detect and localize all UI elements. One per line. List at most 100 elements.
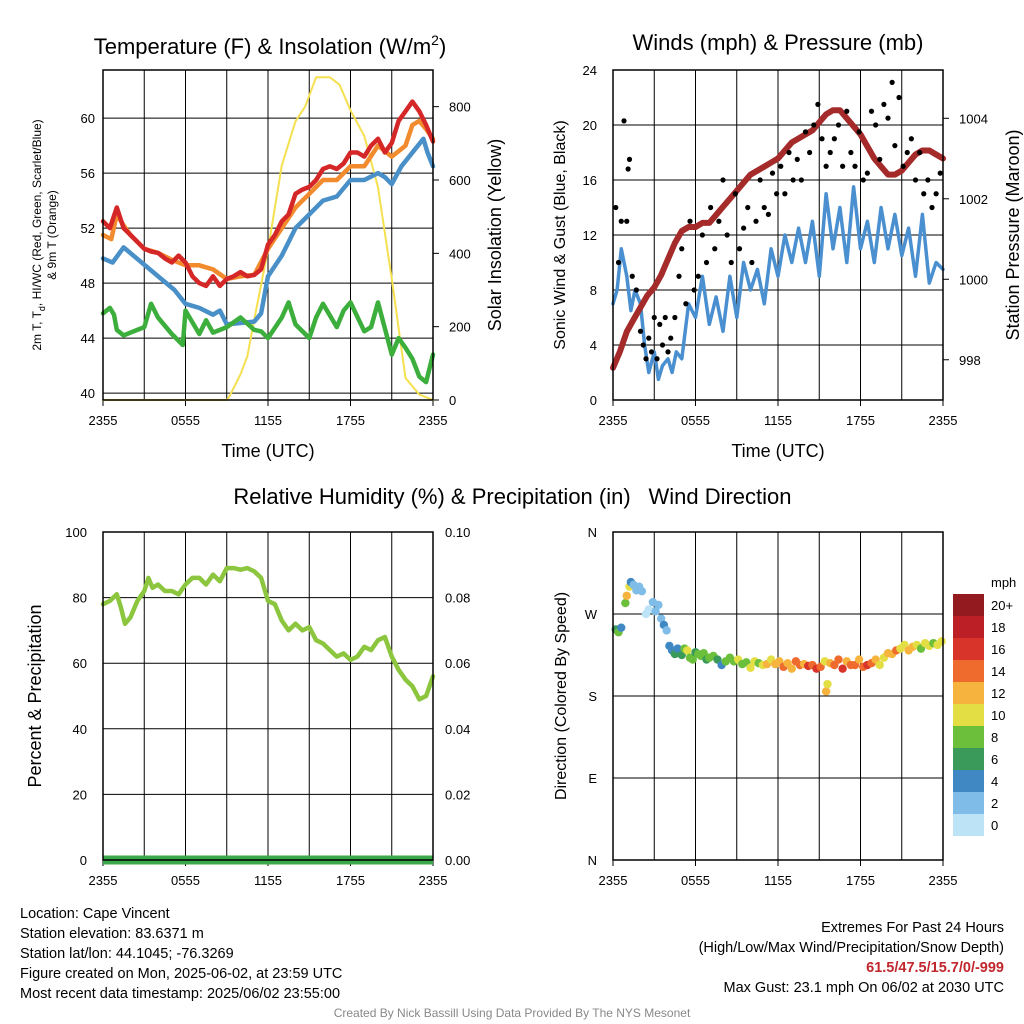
colorbar-swatch	[953, 638, 984, 660]
recent-data-text: Most recent data timestamp: 2025/06/02 2…	[20, 986, 341, 1002]
x-tick-label: 1755	[336, 413, 365, 428]
gust-point	[774, 191, 780, 197]
y-axis-label-line2: & 9m T (Orange)	[45, 190, 59, 280]
colorbar-swatch	[953, 792, 984, 814]
direction-point	[787, 664, 796, 673]
gust-point	[699, 232, 705, 238]
direction-point	[823, 679, 832, 689]
x-axis-label: Time (UTC)	[221, 441, 314, 461]
gust-point	[741, 225, 747, 231]
y-tick-label: 0	[80, 853, 87, 868]
y-tick-label: 0	[590, 393, 597, 408]
direction-point	[654, 600, 663, 610]
gust-point	[929, 204, 935, 211]
gust-point	[912, 177, 919, 183]
gust-point	[724, 232, 730, 238]
y-tick-label: 40	[81, 386, 95, 401]
gust-point	[708, 204, 714, 211]
y2-tick-label: 800	[449, 100, 471, 115]
direction-point	[875, 660, 884, 670]
gust-point	[761, 204, 767, 211]
gust-point	[643, 356, 649, 362]
y-tick-label: 52	[81, 221, 95, 236]
series-dewpoint	[100, 300, 436, 385]
extremes-values: 61.5/47.5/15.7/0/-999	[866, 960, 1004, 976]
extremes-title: Extremes For Past 24 Hours	[821, 920, 1004, 936]
max-gust-text: Max Gust: 23.1 mph On 06/02 at 2030 UTC	[723, 980, 1004, 996]
gust-point	[745, 204, 751, 211]
gust-point	[831, 136, 837, 142]
y-tick-label: 12	[583, 228, 597, 243]
colorbar-swatch	[953, 704, 984, 726]
gust-point	[765, 211, 771, 217]
gust-point	[798, 177, 804, 183]
y-tick-label: 16	[583, 173, 597, 188]
gust-point	[937, 170, 943, 176]
gust-point	[840, 163, 846, 169]
y2-tick-label: 400	[449, 246, 471, 261]
gust-point	[889, 79, 895, 85]
series-heatindex	[100, 136, 436, 327]
x-tick-label: 2355	[929, 873, 958, 888]
gust-point	[827, 149, 833, 156]
gust-point	[864, 170, 870, 176]
gust-point	[679, 246, 685, 252]
gust-point	[925, 177, 931, 183]
direction-point	[622, 591, 631, 600]
gust-point	[716, 218, 722, 224]
gust-point	[629, 273, 635, 279]
gust-point	[657, 321, 663, 327]
colorbar-swatch	[953, 660, 984, 682]
colorbar-swatch	[953, 616, 984, 638]
x-tick-label: 0555	[681, 413, 710, 428]
y2-axis-label: Station Pressure (Maroon)	[1003, 129, 1023, 340]
gust-point	[885, 115, 891, 121]
gust-point	[769, 170, 776, 176]
y-tick-label: 80	[73, 591, 87, 606]
gust-point	[654, 356, 660, 362]
direction-point	[651, 607, 660, 616]
chart-title: Temperature (F) & Insolation (W/m2)	[94, 32, 447, 59]
colorbar-label: 10	[991, 708, 1005, 723]
extremes-info: Extremes For Past 24 Hours (High/Low/Max…	[699, 918, 1004, 998]
x-tick-label: 1155	[254, 873, 282, 888]
gust-point	[786, 149, 792, 156]
gust-point	[933, 191, 939, 197]
direction-point	[644, 605, 653, 614]
y2-tick-label: 0.04	[445, 722, 470, 737]
gust-point	[782, 191, 788, 197]
plot-frame	[612, 69, 944, 401]
y-axis-label: Sonic Wind & Gust (Blue, Black)	[552, 120, 569, 349]
gust-point	[618, 218, 624, 224]
station-info: Location: Cape Vincent Station elevation…	[20, 904, 342, 1004]
direction-point	[617, 623, 626, 632]
gust-point	[613, 204, 619, 211]
gust-point	[873, 122, 879, 128]
x-tick-label: 0555	[171, 413, 200, 428]
x-tick-label: 0555	[681, 873, 710, 888]
y-tick-label: 100	[65, 525, 87, 540]
plot-frame	[102, 531, 434, 861]
gust-point	[665, 349, 671, 355]
y2-tick-label: 600	[449, 173, 471, 188]
colorbar-swatch	[953, 770, 984, 792]
gust-point	[625, 166, 631, 172]
y2-tick-label: 0.10	[445, 525, 470, 540]
gust-point	[626, 156, 633, 162]
gust-point	[790, 177, 796, 183]
x-tick-label: 1755	[846, 873, 875, 888]
gust-point	[703, 259, 710, 266]
gust-point	[695, 273, 701, 279]
colorbar-label: 8	[991, 730, 998, 745]
gust-point	[778, 163, 784, 169]
series-wind	[611, 185, 945, 382]
y-tick-label: W	[585, 607, 598, 622]
x-tick-label: 1755	[336, 873, 365, 888]
colorbar-label: 14	[991, 664, 1005, 679]
y-tick-label: 40	[73, 722, 87, 737]
extremes-subtitle: (High/Low/Max Wind/Precipitation/Snow De…	[698, 940, 1004, 956]
x-tick-label: 2355	[599, 413, 628, 428]
gust-point	[615, 259, 622, 266]
y-tick-label: 8	[590, 283, 597, 298]
